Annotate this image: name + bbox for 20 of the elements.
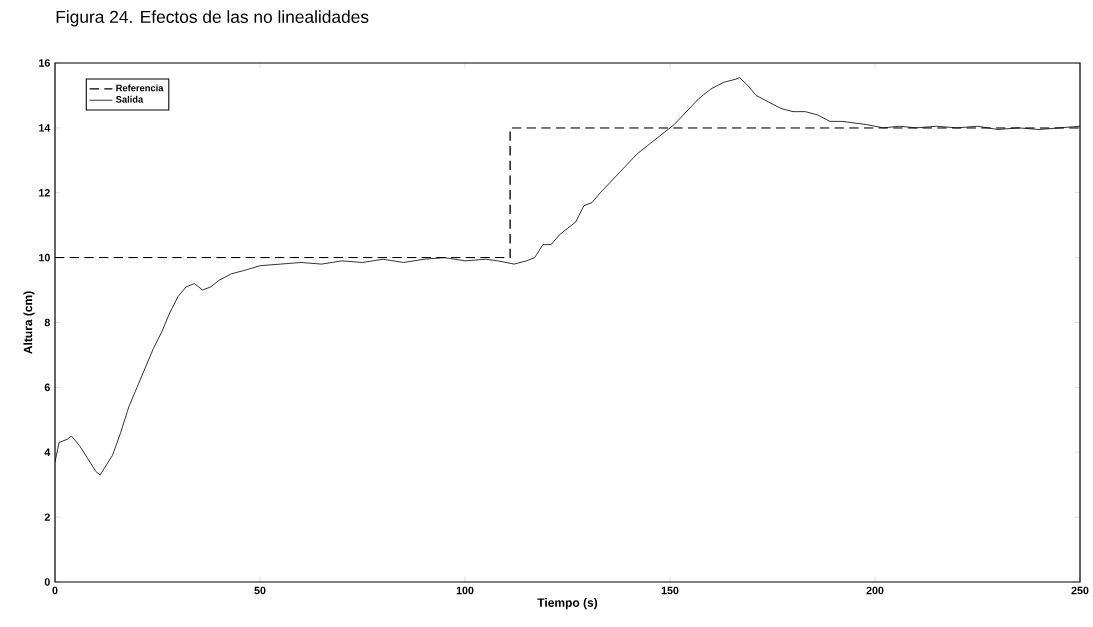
y-tick-label: 14 bbox=[39, 124, 51, 132]
x-tick-label: 200 bbox=[866, 586, 884, 595]
y-tick-label: 0 bbox=[44, 578, 50, 586]
x-tick-label: 0 bbox=[52, 586, 58, 595]
legend-label: Salida bbox=[115, 95, 144, 103]
x-tick-label: 250 bbox=[1071, 586, 1089, 595]
legend-label: Referencia bbox=[116, 84, 164, 92]
y-tick-label: 6 bbox=[44, 383, 50, 392]
x-tick-label: 150 bbox=[661, 586, 679, 595]
chart-title: Figura 24. Efectos de las no linealidades bbox=[56, 10, 369, 27]
y-tick-label: 4 bbox=[44, 448, 51, 456]
x-axis-title: Tiempo (s) bbox=[537, 598, 598, 610]
y-tick-label: 8 bbox=[44, 318, 50, 327]
y-tick-label: 12 bbox=[39, 189, 50, 197]
y-axis-title: Altura (cm) bbox=[23, 291, 35, 354]
y-tick-label: 10 bbox=[39, 253, 50, 262]
x-tick-label: 50 bbox=[254, 586, 266, 595]
y-tick-label: 16 bbox=[39, 59, 50, 67]
y-tick-label: 2 bbox=[44, 513, 50, 521]
x-tick-label: 100 bbox=[456, 586, 474, 595]
